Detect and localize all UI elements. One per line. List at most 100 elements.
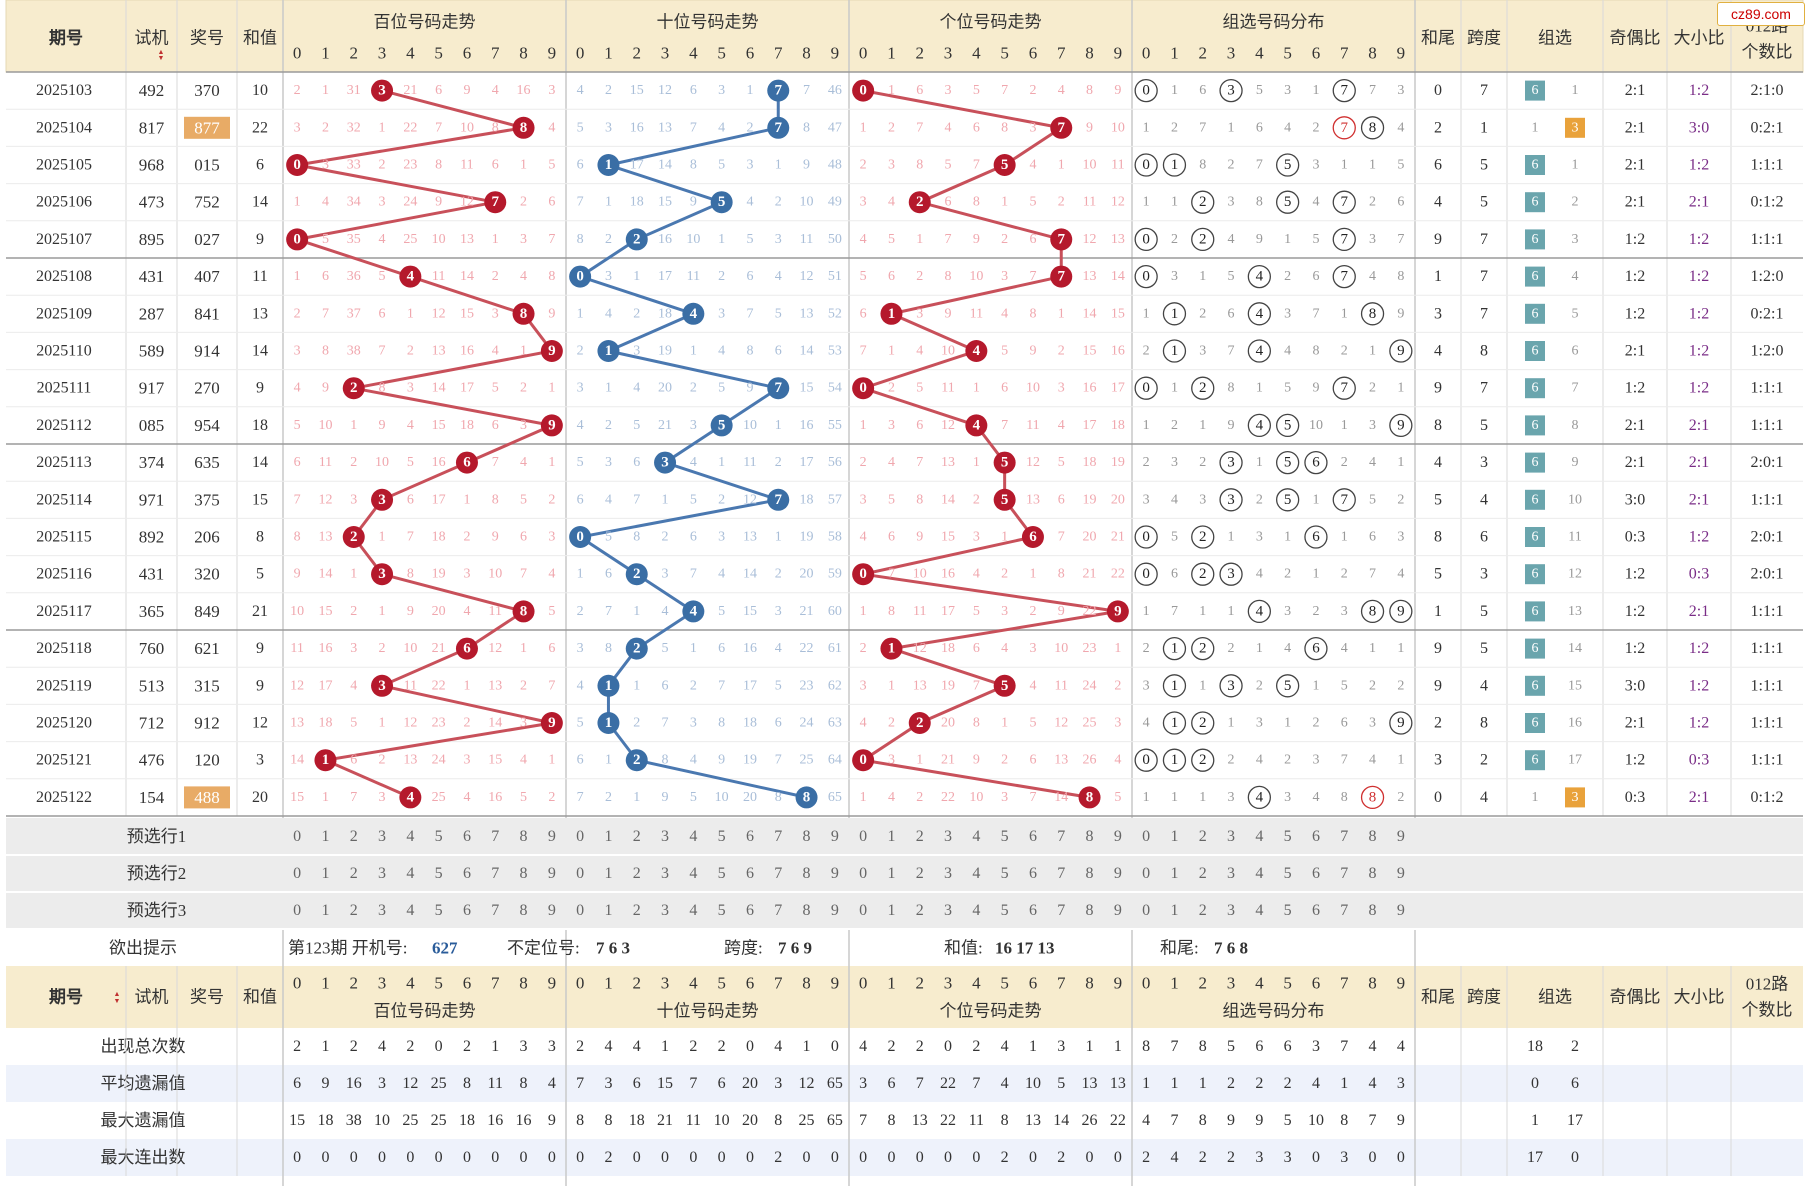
preselect-digit[interactable]: 1 — [604, 828, 612, 845]
preselect-digit[interactable]: 3 — [378, 828, 386, 845]
preselect-digit[interactable]: 7 — [1057, 865, 1065, 882]
preselect-digit[interactable]: 7 — [491, 828, 499, 845]
preselect-digit[interactable]: 0 — [293, 828, 301, 845]
preselect-digit[interactable]: 5 — [718, 865, 726, 882]
preselect-digit[interactable]: 7 — [1340, 865, 1348, 882]
preselect-digit[interactable]: 7 — [1340, 902, 1348, 919]
preselect-digit[interactable]: 1 — [321, 902, 329, 919]
preselect-digit[interactable]: 3 — [378, 902, 386, 919]
preselect-digit[interactable]: 3 — [944, 828, 952, 845]
preselect-digit[interactable]: 3 — [661, 828, 669, 845]
preselect-digit[interactable]: 8 — [1369, 865, 1377, 882]
preselect-digit[interactable]: 6 — [1312, 828, 1320, 845]
preselect-digit[interactable]: 8 — [1086, 828, 1094, 845]
preselect-digit[interactable]: 5 — [1001, 902, 1009, 919]
preselect-digit[interactable]: 4 — [972, 865, 980, 882]
preselect-digit[interactable]: 1 — [1170, 828, 1178, 845]
preselect-digit[interactable]: 4 — [689, 902, 697, 919]
preselect-digit[interactable]: 9 — [1397, 828, 1405, 845]
preselect-digit[interactable]: 2 — [350, 828, 358, 845]
preselect-digit[interactable]: 6 — [1029, 902, 1037, 919]
preselect-digit[interactable]: 9 — [831, 828, 839, 845]
preselect-digit[interactable]: 4 — [1255, 828, 1263, 845]
preselect-digit[interactable]: 0 — [1142, 865, 1150, 882]
preselect-digit[interactable]: 0 — [576, 828, 584, 845]
preselect-digit[interactable]: 3 — [1227, 902, 1235, 919]
preselect-digit[interactable]: 1 — [887, 865, 895, 882]
preselect-digit[interactable]: 8 — [520, 865, 528, 882]
preselect-digit[interactable]: 8 — [803, 828, 811, 845]
preselect-digit[interactable]: 2 — [350, 865, 358, 882]
site-watermark[interactable]: cz89.com — [1717, 2, 1805, 26]
preselect-digit[interactable]: 0 — [859, 828, 867, 845]
preselect-digit[interactable]: 7 — [1057, 828, 1065, 845]
preselect-digit[interactable]: 1 — [321, 828, 329, 845]
preselect-digit[interactable]: 6 — [1312, 902, 1320, 919]
preselect-digit[interactable]: 2 — [350, 902, 358, 919]
preselect-digit[interactable]: 2 — [633, 828, 641, 845]
preselect-digit[interactable]: 8 — [520, 828, 528, 845]
preselect-digit[interactable]: 3 — [944, 865, 952, 882]
preselect-digit[interactable]: 3 — [944, 902, 952, 919]
preselect-digit[interactable]: 7 — [1057, 902, 1065, 919]
preselect-digit[interactable]: 5 — [435, 828, 443, 845]
preselect-digit[interactable]: 5 — [1284, 828, 1292, 845]
preselect-digit[interactable]: 2 — [633, 902, 641, 919]
preselect-digit[interactable]: 5 — [718, 902, 726, 919]
preselect-digit[interactable]: 9 — [1114, 828, 1122, 845]
preselect-digit[interactable]: 4 — [1255, 902, 1263, 919]
preselect-digit[interactable]: 0 — [576, 902, 584, 919]
preselect-digit[interactable]: 9 — [1114, 902, 1122, 919]
preselect-digit[interactable]: 9 — [831, 902, 839, 919]
preselect-digit[interactable]: 5 — [1001, 828, 1009, 845]
preselect-digit[interactable]: 6 — [1029, 828, 1037, 845]
preselect-digit[interactable]: 4 — [689, 865, 697, 882]
preselect-digit[interactable]: 5 — [1284, 865, 1292, 882]
preselect-digit[interactable]: 8 — [1086, 902, 1094, 919]
preselect-digit[interactable]: 9 — [548, 865, 556, 882]
preselect-digit[interactable]: 0 — [1142, 828, 1150, 845]
preselect-digit[interactable]: 9 — [1397, 865, 1405, 882]
preselect-digit[interactable]: 2 — [1199, 865, 1207, 882]
preselect-digit[interactable]: 6 — [746, 865, 754, 882]
preselect-digit[interactable]: 8 — [520, 902, 528, 919]
preselect-digit[interactable]: 6 — [1029, 865, 1037, 882]
preselect-digit[interactable]: 8 — [803, 902, 811, 919]
preselect-digit[interactable]: 7 — [774, 828, 782, 845]
preselect-digit[interactable]: 1 — [604, 902, 612, 919]
preselect-digit[interactable]: 4 — [406, 828, 414, 845]
preselect-digit[interactable]: 6 — [463, 902, 471, 919]
preselect-digit[interactable]: 3 — [1227, 865, 1235, 882]
preselect-digit[interactable]: 6 — [746, 902, 754, 919]
preselect-digit[interactable]: 0 — [293, 865, 301, 882]
preselect-digit[interactable]: 4 — [689, 828, 697, 845]
preselect-digit[interactable]: 9 — [831, 865, 839, 882]
preselect-digit[interactable]: 1 — [321, 865, 329, 882]
preselect-digit[interactable]: 5 — [1284, 902, 1292, 919]
preselect-digit[interactable]: 5 — [435, 902, 443, 919]
preselect-digit[interactable]: 8 — [1369, 902, 1377, 919]
preselect-digit[interactable]: 4 — [972, 902, 980, 919]
preselect-digit[interactable]: 4 — [1255, 865, 1263, 882]
preselect-digit[interactable]: 0 — [576, 865, 584, 882]
preselect-digit[interactable]: 1 — [604, 865, 612, 882]
preselect-digit[interactable]: 3 — [661, 865, 669, 882]
preselect-digit[interactable]: 4 — [972, 828, 980, 845]
preselect-digit[interactable]: 8 — [803, 865, 811, 882]
preselect-digit[interactable]: 2 — [916, 828, 924, 845]
preselect-digit[interactable]: 7 — [491, 865, 499, 882]
preselect-digit[interactable]: 9 — [548, 902, 556, 919]
preselect-digit[interactable]: 7 — [774, 902, 782, 919]
preselect-digit[interactable]: 5 — [435, 865, 443, 882]
preselect-digit[interactable]: 6 — [746, 828, 754, 845]
preselect-digit[interactable]: 0 — [859, 902, 867, 919]
preselect-digit[interactable]: 1 — [1170, 902, 1178, 919]
preselect-digit[interactable]: 0 — [293, 902, 301, 919]
preselect-digit[interactable]: 9 — [548, 828, 556, 845]
preselect-digit[interactable]: 6 — [463, 828, 471, 845]
preselect-digit[interactable]: 5 — [718, 828, 726, 845]
preselect-digit[interactable]: 3 — [661, 902, 669, 919]
preselect-digit[interactable]: 5 — [1001, 865, 1009, 882]
preselect-digit[interactable]: 1 — [887, 828, 895, 845]
preselect-digit[interactable]: 7 — [1340, 828, 1348, 845]
